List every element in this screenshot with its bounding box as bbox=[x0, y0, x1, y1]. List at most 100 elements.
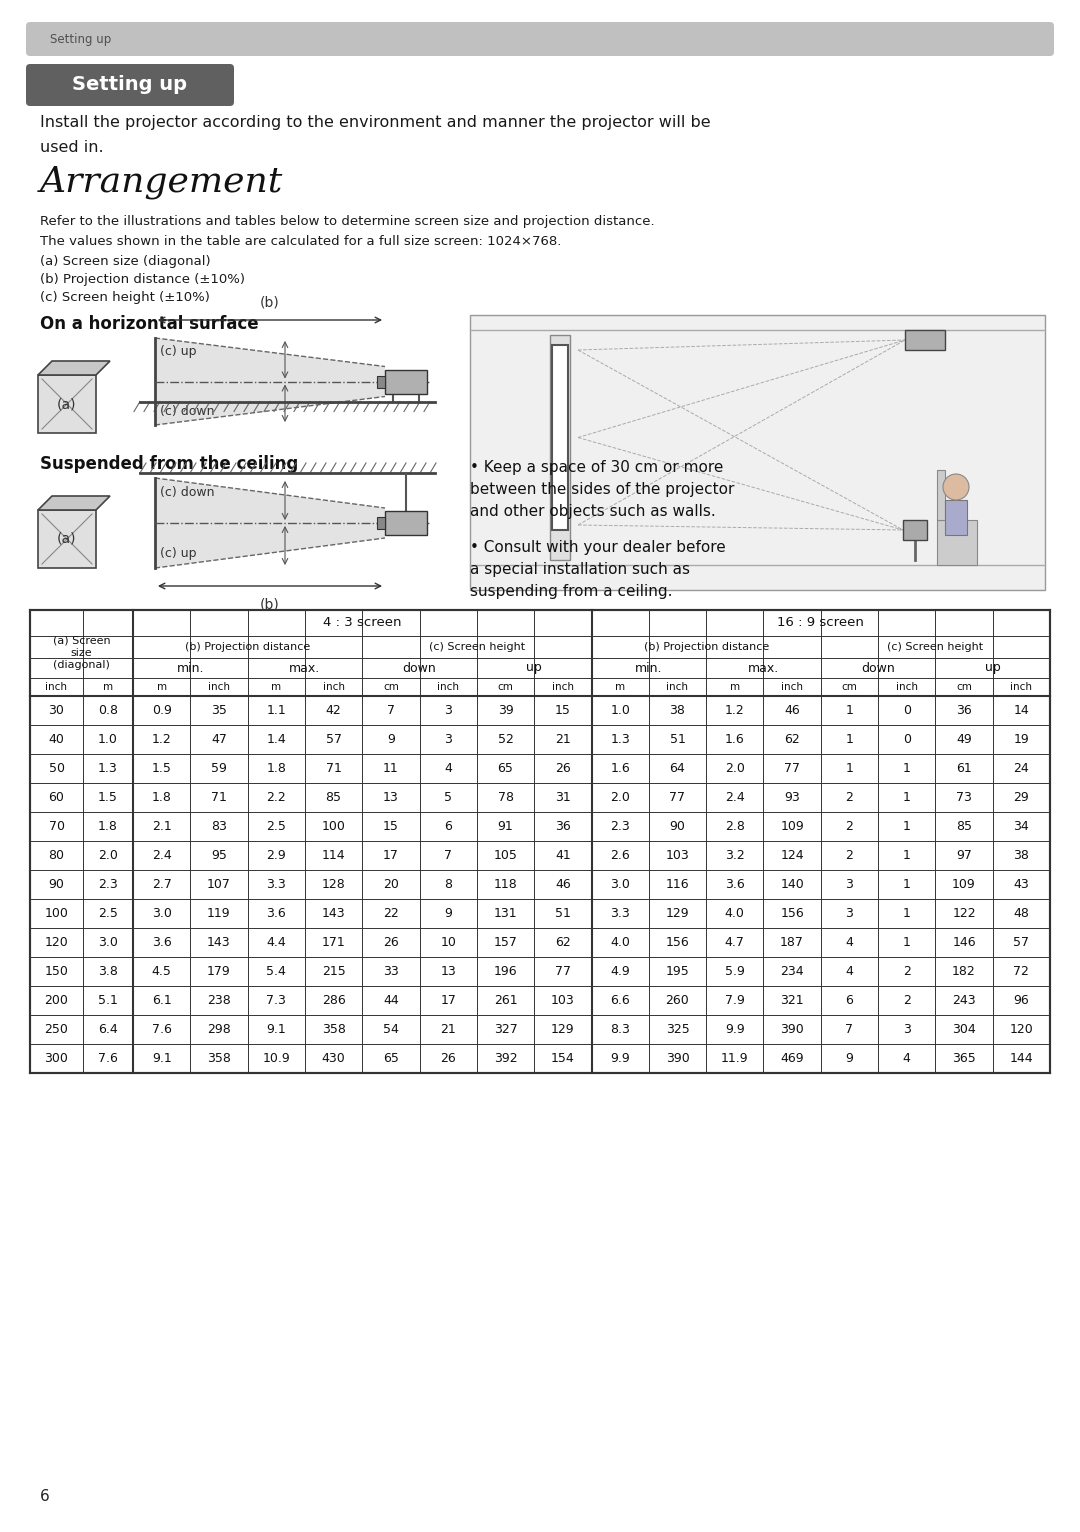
Text: (c) down: (c) down bbox=[160, 486, 215, 499]
Text: 298: 298 bbox=[207, 1023, 231, 1036]
Text: 2: 2 bbox=[846, 849, 853, 863]
Text: 4: 4 bbox=[903, 1052, 910, 1065]
Text: 3.6: 3.6 bbox=[725, 878, 744, 892]
Text: 103: 103 bbox=[665, 849, 689, 863]
Text: • Consult with your dealer before
a special installation such as
suspending from: • Consult with your dealer before a spec… bbox=[470, 539, 726, 599]
Text: 109: 109 bbox=[780, 820, 804, 833]
Text: (b) Projection distance (±10%): (b) Projection distance (±10%) bbox=[40, 273, 245, 286]
Text: 29: 29 bbox=[1013, 791, 1029, 804]
Text: 3: 3 bbox=[903, 1023, 910, 1036]
Text: 2.0: 2.0 bbox=[725, 761, 745, 775]
Text: 1.8: 1.8 bbox=[151, 791, 172, 804]
Text: 4.9: 4.9 bbox=[610, 965, 630, 977]
Text: 122: 122 bbox=[953, 907, 976, 921]
Text: (b): (b) bbox=[260, 597, 280, 611]
Text: 1: 1 bbox=[903, 791, 910, 804]
Text: 2: 2 bbox=[846, 791, 853, 804]
Text: 5.9: 5.9 bbox=[725, 965, 745, 977]
Text: 9.1: 9.1 bbox=[152, 1052, 172, 1065]
Text: 77: 77 bbox=[555, 965, 571, 977]
Text: m: m bbox=[157, 682, 166, 692]
Text: 21: 21 bbox=[555, 732, 570, 746]
Text: 140: 140 bbox=[780, 878, 804, 892]
Text: 100: 100 bbox=[322, 820, 346, 833]
Text: 300: 300 bbox=[44, 1052, 68, 1065]
Bar bbox=[30, 610, 1050, 1072]
Text: 2.1: 2.1 bbox=[152, 820, 172, 833]
Text: inch: inch bbox=[895, 682, 918, 692]
Text: 7: 7 bbox=[846, 1023, 853, 1036]
Text: 0: 0 bbox=[903, 732, 910, 746]
Text: 42: 42 bbox=[326, 705, 341, 717]
Text: m: m bbox=[271, 682, 282, 692]
Text: (c) Screen height (±10%): (c) Screen height (±10%) bbox=[40, 291, 210, 303]
Text: 40: 40 bbox=[49, 732, 65, 746]
Text: Suspended from the ceiling: Suspended from the ceiling bbox=[40, 455, 298, 473]
Text: cm: cm bbox=[498, 682, 513, 692]
Text: 16 : 9 screen: 16 : 9 screen bbox=[778, 616, 864, 630]
Text: 59: 59 bbox=[211, 761, 227, 775]
Text: 9: 9 bbox=[846, 1052, 853, 1065]
Text: 6: 6 bbox=[40, 1489, 50, 1504]
Bar bbox=[905, 329, 945, 349]
Text: 196: 196 bbox=[494, 965, 517, 977]
Text: 50: 50 bbox=[49, 761, 65, 775]
Text: 1.0: 1.0 bbox=[610, 705, 630, 717]
Text: 1: 1 bbox=[846, 761, 853, 775]
Text: 1: 1 bbox=[846, 705, 853, 717]
Text: 304: 304 bbox=[953, 1023, 976, 1036]
Bar bbox=[937, 470, 945, 519]
Text: 1.2: 1.2 bbox=[152, 732, 172, 746]
Text: 100: 100 bbox=[44, 907, 68, 921]
Text: 179: 179 bbox=[207, 965, 231, 977]
Text: inch: inch bbox=[45, 682, 67, 692]
Text: 286: 286 bbox=[322, 994, 346, 1007]
Text: 2.9: 2.9 bbox=[267, 849, 286, 863]
Text: 36: 36 bbox=[555, 820, 570, 833]
Text: 4: 4 bbox=[846, 936, 853, 948]
Text: inch: inch bbox=[666, 682, 688, 692]
Text: 1: 1 bbox=[846, 732, 853, 746]
Text: 2.8: 2.8 bbox=[725, 820, 745, 833]
Text: down: down bbox=[403, 662, 436, 674]
Bar bbox=[937, 519, 977, 565]
Text: 20: 20 bbox=[383, 878, 399, 892]
Text: 1: 1 bbox=[903, 936, 910, 948]
Text: 4: 4 bbox=[444, 761, 453, 775]
Text: inch: inch bbox=[781, 682, 804, 692]
Text: up: up bbox=[985, 662, 1000, 674]
Text: 2: 2 bbox=[903, 965, 910, 977]
Text: inch: inch bbox=[437, 682, 459, 692]
Text: (a) Screen size (diagonal): (a) Screen size (diagonal) bbox=[40, 254, 211, 268]
Text: inch: inch bbox=[208, 682, 230, 692]
Text: 3.8: 3.8 bbox=[98, 965, 118, 977]
Text: 9.9: 9.9 bbox=[725, 1023, 744, 1036]
Polygon shape bbox=[38, 496, 110, 510]
Text: 34: 34 bbox=[1013, 820, 1029, 833]
Text: 129: 129 bbox=[551, 1023, 575, 1036]
Text: 2: 2 bbox=[903, 994, 910, 1007]
Text: 2.3: 2.3 bbox=[98, 878, 118, 892]
Text: 2.4: 2.4 bbox=[725, 791, 744, 804]
Text: 17: 17 bbox=[441, 994, 456, 1007]
Text: 21: 21 bbox=[441, 1023, 456, 1036]
Text: 96: 96 bbox=[1013, 994, 1029, 1007]
Text: 7.6: 7.6 bbox=[98, 1052, 118, 1065]
Text: 30: 30 bbox=[49, 705, 65, 717]
Text: 4.0: 4.0 bbox=[725, 907, 745, 921]
Text: 7.3: 7.3 bbox=[267, 994, 286, 1007]
Text: 3.3: 3.3 bbox=[267, 878, 286, 892]
Text: 9.1: 9.1 bbox=[267, 1023, 286, 1036]
Text: m: m bbox=[103, 682, 113, 692]
Text: 2.4: 2.4 bbox=[152, 849, 172, 863]
Text: cm: cm bbox=[383, 682, 399, 692]
Text: 47: 47 bbox=[211, 732, 227, 746]
Text: 93: 93 bbox=[784, 791, 800, 804]
Text: Setting up: Setting up bbox=[72, 75, 188, 95]
Text: 62: 62 bbox=[555, 936, 570, 948]
Text: 2.7: 2.7 bbox=[151, 878, 172, 892]
Text: min.: min. bbox=[635, 662, 662, 674]
Text: 124: 124 bbox=[780, 849, 804, 863]
Text: 119: 119 bbox=[207, 907, 231, 921]
Text: 3.3: 3.3 bbox=[610, 907, 630, 921]
